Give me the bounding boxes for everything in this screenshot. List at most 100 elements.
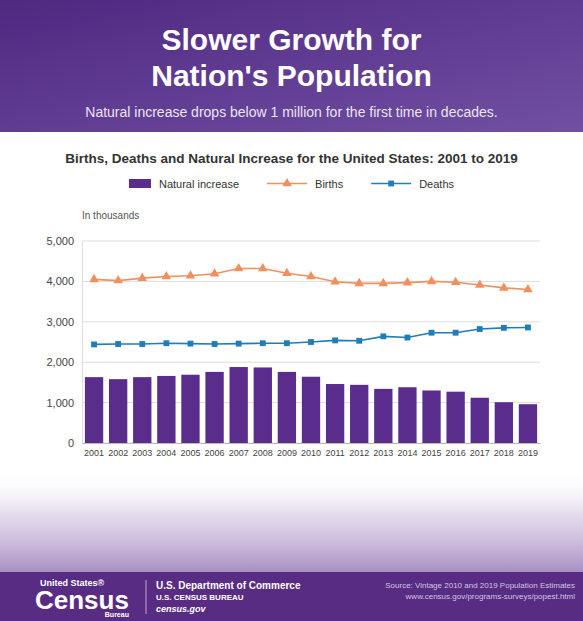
bar (374, 389, 392, 443)
legend-item: Births (267, 178, 344, 190)
crowd-background (0, 468, 583, 572)
marker (451, 277, 461, 285)
marker (260, 340, 266, 346)
marker (475, 279, 485, 287)
y-axis-line (82, 242, 83, 444)
marker (453, 330, 459, 336)
marker (212, 341, 218, 347)
marker (139, 341, 145, 347)
x-tick: 2005 (180, 448, 200, 458)
legend-swatch (129, 179, 151, 188)
x-tick-label: 2002 (108, 448, 128, 458)
x-tick-label: 2011 (325, 448, 344, 458)
legend: Natural increaseBirthsDeaths (129, 178, 455, 190)
x-tick: 2001 (84, 448, 104, 458)
marker (163, 340, 169, 346)
bar (446, 392, 464, 443)
marker (403, 277, 413, 285)
x-tick-label: 2006 (205, 448, 225, 458)
line (94, 327, 528, 344)
x-tick-label: 2014 (397, 448, 417, 458)
x-tick: 2014 (397, 448, 417, 458)
x-tick-label: 2012 (349, 448, 369, 458)
bar (519, 404, 537, 443)
x-tick: 2002 (108, 448, 128, 458)
y-tick-label: 2,000 (46, 356, 74, 368)
x-tick: 2012 (349, 448, 369, 458)
y-tick: 3,000 (46, 316, 74, 328)
bar-series (85, 367, 537, 443)
bar (350, 385, 368, 443)
marker (429, 330, 435, 336)
x-tick: 2004 (156, 448, 176, 458)
y-tick-label: 3,000 (46, 316, 74, 328)
legend-marker (282, 178, 292, 186)
x-tick-label: 2004 (156, 448, 176, 458)
line-series (91, 325, 531, 348)
x-tick-label: 2001 (84, 448, 104, 458)
x-tick-label: 2017 (470, 448, 490, 458)
marker (427, 276, 437, 284)
bar (398, 387, 416, 443)
x-tick-label: 2010 (301, 448, 321, 458)
marker (210, 268, 220, 276)
y-tick-label: 5,000 (46, 235, 74, 247)
line-series (89, 263, 533, 292)
bar (254, 367, 272, 443)
x-tick: 2017 (470, 448, 490, 458)
marker (354, 278, 364, 286)
marker (234, 263, 244, 271)
logo-bottom: Bureau (105, 611, 129, 618)
marker (332, 337, 338, 343)
legend-item: Deaths (371, 178, 454, 190)
header: Slower Growth forNation's PopulationNatu… (0, 0, 583, 132)
x-axis-line (83, 443, 541, 444)
x-tick-label: 2007 (229, 448, 249, 458)
source-note: www.census.gov/programs-surveys/popest.h… (405, 592, 576, 601)
x-tick: 2013 (373, 448, 393, 458)
marker (499, 282, 509, 290)
x-tick: 2018 (494, 448, 514, 458)
y-tick: 2,000 (46, 356, 74, 368)
bar (205, 372, 223, 443)
marker (356, 338, 362, 344)
x-tick-label: 2019 (518, 448, 538, 458)
y-axis: 01,0002,0003,0004,0005,000 (46, 235, 82, 449)
marker (115, 341, 121, 347)
x-tick-label: 2008 (253, 448, 273, 458)
x-tick: 2010 (301, 448, 321, 458)
x-tick-label: 2015 (422, 448, 442, 458)
x-tick: 2008 (253, 448, 273, 458)
marker (405, 335, 411, 341)
y-tick: 5,000 (46, 235, 74, 247)
grid-line (82, 281, 540, 282)
plot-area (85, 263, 537, 443)
chart-title: Births, Deaths and Natural Increase for … (65, 151, 517, 166)
bar (278, 372, 296, 443)
bar (422, 390, 440, 443)
x-tick-label: 2016 (446, 448, 466, 458)
marker (284, 340, 290, 346)
marker (525, 325, 531, 331)
agency-website: census.gov (156, 604, 207, 614)
marker (258, 263, 268, 271)
y-axis-title: In thousands (82, 210, 139, 221)
line (94, 268, 528, 289)
legend-label: Births (315, 178, 344, 190)
x-tick: 2003 (132, 448, 152, 458)
infographic: Slower Growth forNation's PopulationNatu… (0, 0, 583, 621)
marker (186, 270, 196, 278)
marker (501, 325, 507, 331)
marker (308, 339, 314, 345)
footer: United States®CensusBureauU.S. Departmen… (0, 572, 583, 621)
marker (306, 271, 316, 279)
grid-line (82, 321, 540, 322)
bar (109, 379, 127, 443)
x-tick-label: 2013 (373, 448, 393, 458)
x-tick: 2009 (277, 448, 297, 458)
marker (236, 341, 242, 347)
marker (282, 268, 292, 276)
marker (330, 276, 340, 284)
header-background (0, 0, 583, 132)
bar (326, 384, 344, 443)
